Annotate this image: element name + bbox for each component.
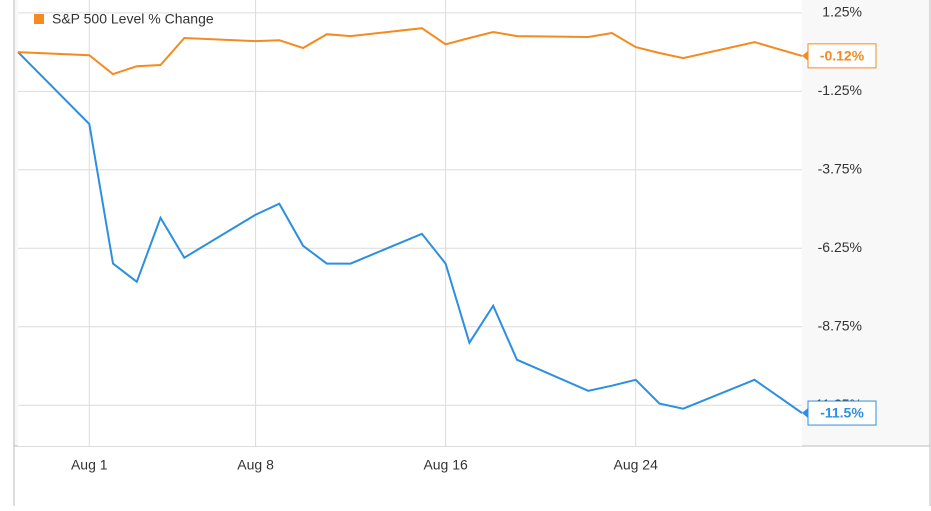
- y-tick-label: -1.25%: [818, 82, 862, 98]
- x-tick-label: Aug 24: [614, 457, 659, 473]
- legend-label: S&P 500 Level % Change: [52, 11, 214, 27]
- plot-area: [18, 0, 802, 446]
- x-tick-label: Aug 1: [71, 457, 108, 473]
- series-line: [17, 27, 803, 76]
- value-label: -11.5%: [820, 405, 864, 421]
- series-line: [17, 51, 803, 414]
- value-label: -0.12%: [820, 48, 865, 64]
- value-label-pointer: [802, 408, 808, 419]
- y-tick-label: -6.25%: [818, 239, 862, 255]
- y-tick-label: -3.75%: [818, 161, 862, 177]
- y-tick-label: -8.75%: [818, 317, 862, 333]
- x-tick-label: Aug 16: [423, 457, 468, 473]
- legend-swatch: [34, 14, 44, 24]
- x-tick-label: Aug 8: [237, 457, 274, 473]
- y-tick-label: 1.25%: [822, 4, 862, 20]
- value-label-box: [807, 43, 877, 69]
- value-label-pointer: [802, 50, 808, 61]
